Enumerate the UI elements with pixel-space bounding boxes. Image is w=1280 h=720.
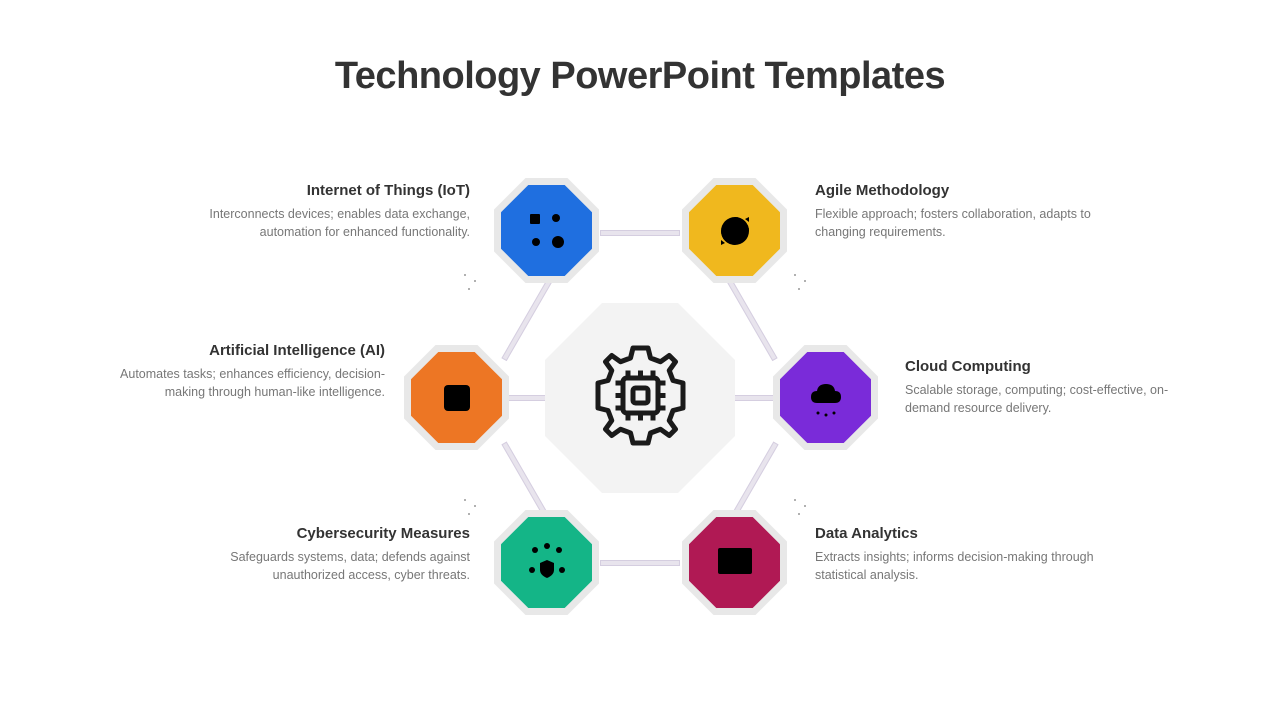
item-title: Internet of Things (IoT) (180, 182, 470, 199)
item-desc: Flexible approach; fosters collaboration… (815, 205, 1105, 241)
text-cloud: Cloud Computing Scalable storage, computi… (905, 358, 1195, 417)
item-desc: Extracts insights; informs decision-maki… (815, 548, 1105, 584)
hex-diagram: Internet of Things (IoT) Interconnects de… (0, 150, 1280, 710)
node-security (494, 510, 599, 615)
node-data (682, 510, 787, 615)
item-title: Cloud Computing (905, 358, 1195, 375)
decorative-dots (790, 495, 820, 525)
connector-line (600, 230, 680, 236)
center-hexagon (545, 303, 735, 493)
item-desc: Scalable storage, computing; cost-effect… (905, 381, 1195, 417)
decorative-dots (790, 270, 820, 300)
text-ai: Artificial Intelligence (AI) Automates ta… (95, 342, 385, 401)
gear-chip-icon (578, 333, 703, 463)
cloud-icon (803, 375, 849, 421)
connector-line (600, 560, 680, 566)
page-title: Technology PowerPoint Templates (0, 0, 1280, 98)
decorative-dots (460, 270, 490, 300)
item-desc: Safeguards systems, data; defends agains… (180, 548, 470, 584)
text-security: Cybersecurity Measures Safeguards systems… (180, 525, 470, 584)
text-data: Data Analytics Extracts insights; informs… (815, 525, 1105, 584)
chart-icon (712, 540, 758, 586)
text-agile: Agile Methodology Flexible approach; fost… (815, 182, 1105, 241)
item-title: Data Analytics (815, 525, 1105, 542)
network-icon (524, 208, 570, 254)
brain-chip-icon (434, 375, 480, 421)
node-cloud (773, 345, 878, 450)
item-title: Cybersecurity Measures (180, 525, 470, 542)
decorative-dots (460, 495, 490, 525)
item-title: Agile Methodology (815, 182, 1105, 199)
connector-line (501, 272, 556, 362)
cycle-icon (712, 208, 758, 254)
shield-net-icon (524, 540, 570, 586)
node-iot (494, 178, 599, 283)
connector-line (722, 272, 777, 362)
node-ai (404, 345, 509, 450)
item-desc: Automates tasks; enhances efficiency, de… (95, 365, 385, 401)
node-agile (682, 178, 787, 283)
item-title: Artificial Intelligence (AI) (95, 342, 385, 359)
item-desc: Interconnects devices; enables data exch… (180, 205, 470, 241)
text-iot: Internet of Things (IoT) Interconnects de… (180, 182, 470, 241)
